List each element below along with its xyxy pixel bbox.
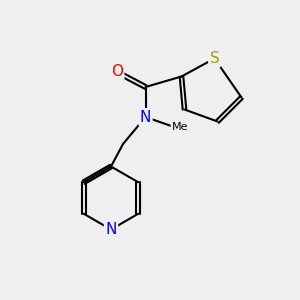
Text: Me: Me <box>172 122 188 133</box>
Text: N: N <box>140 110 151 124</box>
Text: O: O <box>111 64 123 80</box>
Text: S: S <box>210 51 219 66</box>
Text: N: N <box>105 222 117 237</box>
